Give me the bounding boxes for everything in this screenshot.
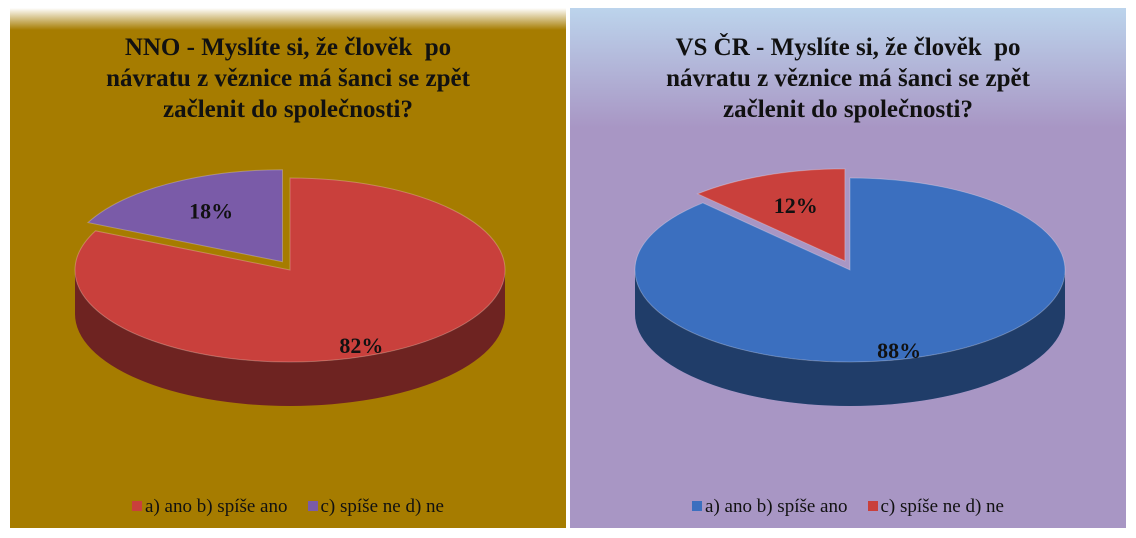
slice-shade [75, 270, 505, 406]
legend-swatch [132, 501, 143, 511]
chart-title: NNO - Myslíte si, že člověk po návratu z… [106, 34, 477, 123]
legend-label: c) spíše ne d) ne [320, 496, 444, 517]
slice-shade [635, 270, 1065, 406]
slice [634, 177, 1066, 363]
legend-swatch [692, 501, 703, 511]
chart-panel: VS ČR - Myslíte si, že člověk po návratu… [570, 8, 1126, 528]
slice [74, 177, 506, 363]
pie: 88% 12% [634, 168, 1066, 406]
slice [696, 168, 846, 262]
data-label: 12% [774, 193, 818, 218]
legend-swatch [867, 501, 878, 511]
slice-side [635, 270, 1065, 406]
legend-item: c) spíše ne d) ne [867, 496, 1004, 517]
legend-label: a) ano b) spíše ano [705, 496, 848, 517]
chart-panel: NNO - Myslíte si, že člověk po návratu z… [10, 8, 566, 528]
legend-label: a) ano b) spíše ano [145, 496, 288, 517]
legend-swatch [307, 501, 318, 511]
legend-item: a) ano b) spíše ano [692, 496, 848, 517]
legend: a) ano b) spíše ano c) spíše ne d) ne [10, 496, 566, 518]
data-label: 88% [877, 338, 921, 363]
legend-label: c) spíše ne d) ne [880, 496, 1004, 517]
data-label: 82% [339, 333, 383, 358]
legend: a) ano b) spíše ano c) spíše ne d) ne [570, 496, 1126, 518]
slice-side [75, 270, 505, 406]
data-label: 18% [189, 199, 233, 224]
chart-title: VS ČR - Myslíte si, že člověk po návratu… [666, 34, 1037, 123]
legend-item: a) ano b) spíše ano [132, 496, 288, 517]
slice [86, 169, 283, 263]
legend-item: c) spíše ne d) ne [307, 496, 444, 517]
pie: 82% 18% [74, 169, 506, 406]
